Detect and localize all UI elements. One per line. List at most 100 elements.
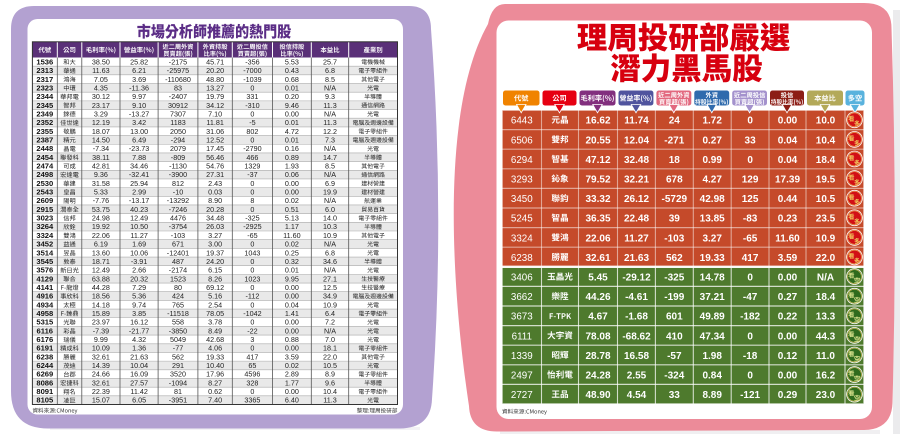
- svg-text:0.99: 0.99: [702, 155, 722, 166]
- svg-text:0.12: 0.12: [778, 351, 798, 362]
- svg-text:0.00: 0.00: [285, 283, 299, 292]
- svg-text:79.52: 79.52: [585, 175, 610, 186]
- svg-text:12.49: 12.49: [92, 266, 110, 275]
- svg-text:18.1: 18.1: [323, 344, 337, 353]
- svg-text:3324: 3324: [511, 233, 533, 244]
- svg-text:328: 328: [246, 378, 258, 387]
- svg-text:22.06: 22.06: [92, 231, 110, 240]
- svg-text:6443: 6443: [511, 116, 533, 127]
- svg-text:-25975: -25975: [167, 66, 189, 75]
- svg-text:14.50: 14.50: [92, 136, 110, 145]
- svg-text:8086: 8086: [36, 378, 53, 387]
- svg-text:3.27: 3.27: [208, 231, 222, 240]
- svg-text:7.29: 7.29: [132, 283, 146, 292]
- svg-text:1043: 1043: [244, 248, 260, 257]
- svg-text:2355: 2355: [36, 127, 54, 136]
- svg-text:54.76: 54.76: [206, 162, 224, 171]
- svg-text:-7.34: -7.34: [93, 144, 109, 153]
- svg-text:3.42: 3.42: [132, 118, 146, 127]
- svg-text:11.81: 11.81: [206, 118, 223, 127]
- svg-text:9.99: 9.99: [94, 335, 108, 344]
- svg-text:487: 487: [172, 257, 184, 266]
- svg-text:22.0: 22.0: [323, 352, 337, 361]
- svg-text:-18: -18: [743, 351, 758, 362]
- svg-text:1.93: 1.93: [285, 162, 299, 171]
- svg-text:3576: 3576: [36, 266, 53, 275]
- svg-text:-11.36: -11.36: [129, 83, 149, 92]
- svg-text:20.55: 20.55: [585, 135, 610, 146]
- svg-text:0.62: 0.62: [208, 387, 222, 396]
- svg-text:9.74: 9.74: [132, 300, 146, 309]
- svg-text:31.58: 31.58: [92, 179, 110, 188]
- svg-text:2079: 2079: [170, 144, 186, 153]
- svg-text:0: 0: [250, 205, 254, 214]
- svg-text:-2790: -2790: [243, 144, 261, 153]
- svg-text:0.22: 0.22: [778, 312, 798, 323]
- svg-text:7.0: 7.0: [325, 335, 335, 344]
- svg-text:2.99: 2.99: [132, 188, 146, 197]
- svg-text:42.68: 42.68: [206, 335, 224, 344]
- svg-text:0.03: 0.03: [208, 188, 222, 197]
- svg-text:19.9: 19.9: [323, 188, 337, 197]
- svg-text:466: 466: [246, 153, 258, 162]
- svg-text:562: 562: [666, 253, 683, 264]
- svg-text:80: 80: [174, 283, 182, 292]
- svg-text:0.00: 0.00: [778, 331, 798, 342]
- svg-text:5.36: 5.36: [132, 292, 146, 301]
- svg-text:-7.76: -7.76: [93, 196, 109, 205]
- svg-text:2323: 2323: [36, 83, 53, 92]
- svg-text:11.3: 11.3: [323, 101, 336, 110]
- svg-text:-182: -182: [740, 312, 760, 323]
- svg-text:1339: 1339: [511, 351, 533, 362]
- svg-text:30.12: 30.12: [92, 92, 110, 101]
- svg-text:-325: -325: [664, 273, 684, 284]
- svg-text:10.9: 10.9: [816, 233, 836, 244]
- svg-text:24.66: 24.66: [92, 370, 110, 379]
- svg-text:65: 65: [248, 361, 256, 370]
- svg-text:56.46: 56.46: [206, 153, 224, 162]
- svg-text:6.15: 6.15: [208, 266, 222, 275]
- svg-text:0: 0: [250, 257, 254, 266]
- svg-text:9.6: 9.6: [325, 378, 335, 387]
- svg-text:0.02: 0.02: [285, 361, 299, 370]
- svg-text:27.1: 27.1: [323, 274, 337, 283]
- svg-text:8.26: 8.26: [208, 274, 222, 283]
- svg-text:0.43: 0.43: [285, 66, 299, 75]
- svg-text:0.27: 0.27: [702, 135, 722, 146]
- svg-text:-1.68: -1.68: [625, 312, 648, 323]
- svg-text:1329: 1329: [244, 162, 260, 171]
- svg-text:0.00: 0.00: [285, 387, 299, 396]
- svg-text:17.39: 17.39: [775, 175, 800, 186]
- svg-text:6238: 6238: [36, 352, 53, 361]
- svg-text:8.5: 8.5: [325, 162, 335, 171]
- svg-text:-294: -294: [171, 136, 185, 145]
- svg-text:125: 125: [742, 194, 759, 205]
- svg-text:22.39: 22.39: [92, 387, 110, 396]
- svg-text:10.4: 10.4: [323, 387, 337, 396]
- svg-text:19.37: 19.37: [206, 248, 224, 257]
- svg-text:4916: 4916: [36, 292, 53, 301]
- svg-text:9.36: 9.36: [94, 170, 108, 179]
- svg-text:25.82: 25.82: [130, 57, 148, 66]
- svg-text:2.43: 2.43: [208, 179, 222, 188]
- svg-text:2.54: 2.54: [208, 300, 222, 309]
- svg-text:601: 601: [666, 312, 683, 323]
- svg-text:15.89: 15.89: [92, 309, 110, 318]
- svg-text:2474: 2474: [36, 162, 54, 171]
- svg-text:12.19: 12.19: [92, 118, 110, 127]
- svg-text:10.0: 10.0: [816, 116, 836, 127]
- svg-text:765: 765: [172, 300, 184, 309]
- svg-text:2727: 2727: [511, 390, 533, 401]
- svg-text:0: 0: [250, 344, 254, 353]
- svg-text:13.60: 13.60: [92, 248, 110, 257]
- svg-text:0: 0: [250, 318, 254, 327]
- svg-text:-32.41: -32.41: [129, 170, 149, 179]
- svg-text:-21.77: -21.77: [129, 326, 149, 335]
- svg-text:18.56: 18.56: [92, 292, 110, 301]
- svg-text:6506: 6506: [511, 135, 533, 146]
- svg-text:2345: 2345: [36, 101, 54, 110]
- svg-text:3.59: 3.59: [778, 253, 798, 264]
- svg-text:17.45: 17.45: [206, 144, 224, 153]
- svg-text:16.62: 16.62: [585, 116, 610, 127]
- svg-text:0.01: 0.01: [285, 266, 299, 275]
